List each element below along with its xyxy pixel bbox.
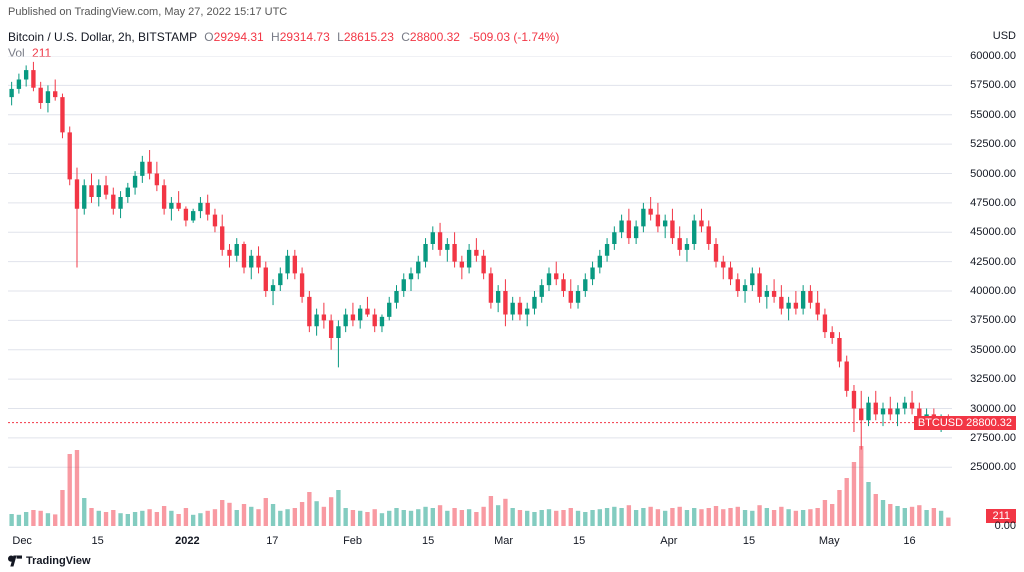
x-tick-label: 15 <box>743 535 755 547</box>
current-price-badge: BTCUSD 28800.32 <box>914 416 1016 430</box>
y-tick-label: 57500.00 <box>970 79 1016 91</box>
x-tick-label: 15 <box>92 535 104 547</box>
y-tick-label: 27500.00 <box>970 432 1016 444</box>
symbol-name: Bitcoin / U.S. Dollar, 2h, BITSTAMP <box>8 30 197 44</box>
y-tick-label: 37500.00 <box>970 314 1016 326</box>
x-tick-label: 15 <box>422 535 434 547</box>
ohlc-c-label: C <box>401 30 410 44</box>
ohlc-c-value: 28800.32 <box>410 30 460 44</box>
y-tick-label: 50000.00 <box>970 168 1016 180</box>
x-tick-label: Dec <box>12 535 32 547</box>
y-tick-label: 47500.00 <box>970 197 1016 209</box>
y-axis-zero: 0.00 <box>995 520 1016 532</box>
y-tick-label: 32500.00 <box>970 373 1016 385</box>
y-tick-label: 30000.00 <box>970 403 1016 415</box>
y-tick-label: 52500.00 <box>970 138 1016 150</box>
ohlc-l-value: 28615.23 <box>344 30 394 44</box>
y-tick-label: 45000.00 <box>970 226 1016 238</box>
ohlc-o-value: 29294.31 <box>214 30 264 44</box>
y-tick-label: 55000.00 <box>970 109 1016 121</box>
x-tick-label: 2022 <box>175 535 199 547</box>
tradingview-logo-icon <box>8 554 22 568</box>
x-tick-label: 17 <box>266 535 278 547</box>
x-tick-label: Mar <box>494 535 513 547</box>
y-tick-label: 40000.00 <box>970 285 1016 297</box>
y-tick-label: 25000.00 <box>970 461 1016 473</box>
y-tick-label: 60000.00 <box>970 50 1016 62</box>
ohlc-h-label: H <box>271 30 280 44</box>
symbol-header: Bitcoin / U.S. Dollar, 2h, BITSTAMP O292… <box>8 30 559 44</box>
ohlc-h-value: 29314.73 <box>280 30 330 44</box>
y-tick-label: 42500.00 <box>970 256 1016 268</box>
x-tick-label: May <box>819 535 840 547</box>
ohlc-l-label: L <box>337 30 344 44</box>
x-axis: Dec 15 2022 17 Feb 15 Mar 15 Apr 15 May 16 <box>8 535 952 549</box>
price-chart[interactable] <box>8 56 952 528</box>
x-tick-label: 16 <box>903 535 915 547</box>
tradingview-brand: TradingView <box>8 554 91 568</box>
y-axis-currency: USD <box>993 30 1016 42</box>
ohlc-change: -509.03 (-1.74%) <box>469 30 559 44</box>
tradingview-brand-text: TradingView <box>26 555 91 567</box>
x-tick-label: Apr <box>660 535 677 547</box>
y-axis: USD 60000.00 57500.00 55000.00 52500.00 5000… <box>958 30 1024 528</box>
y-tick-label: 35000.00 <box>970 344 1016 356</box>
x-tick-label: Feb <box>343 535 362 547</box>
published-line: Published on TradingView.com, May 27, 20… <box>8 6 287 18</box>
ohlc-o-label: O <box>204 30 213 44</box>
x-tick-label: 15 <box>573 535 585 547</box>
